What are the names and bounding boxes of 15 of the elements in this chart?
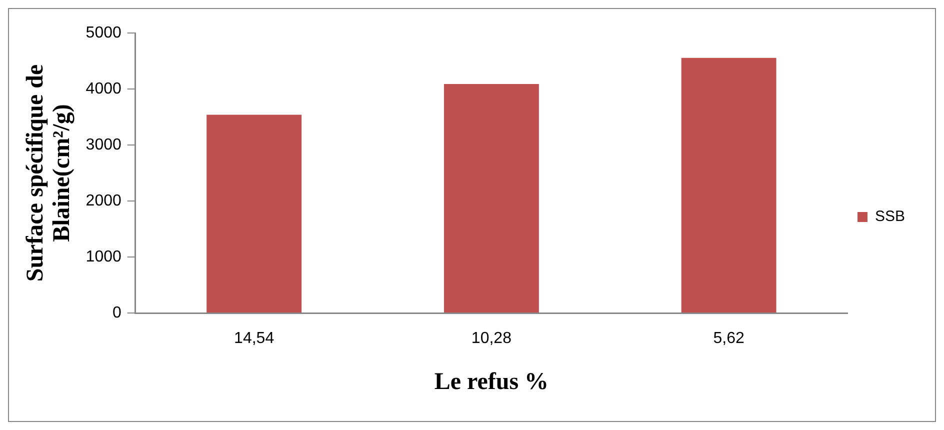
y-tick-label: 2000 [86,192,122,210]
y-tick-label: 4000 [86,80,122,98]
x-tick-label: 5,62 [713,330,744,348]
x-tick-label: 14,54 [234,330,274,348]
bar [444,84,539,312]
y-tick-label: 5000 [86,24,122,42]
y-axis-title: Surface spécifique de Blaine(cm²/g) [22,64,75,282]
y-tick-label: 1000 [86,248,122,266]
bar [681,58,776,312]
x-tick-label: 10,28 [471,330,512,348]
legend-label: SSB [874,208,905,226]
y-tick-label: 3000 [86,136,122,154]
bar [206,114,302,312]
x-axis-title: Le refus % [434,368,549,395]
y-tick-label: 0 [112,304,122,322]
